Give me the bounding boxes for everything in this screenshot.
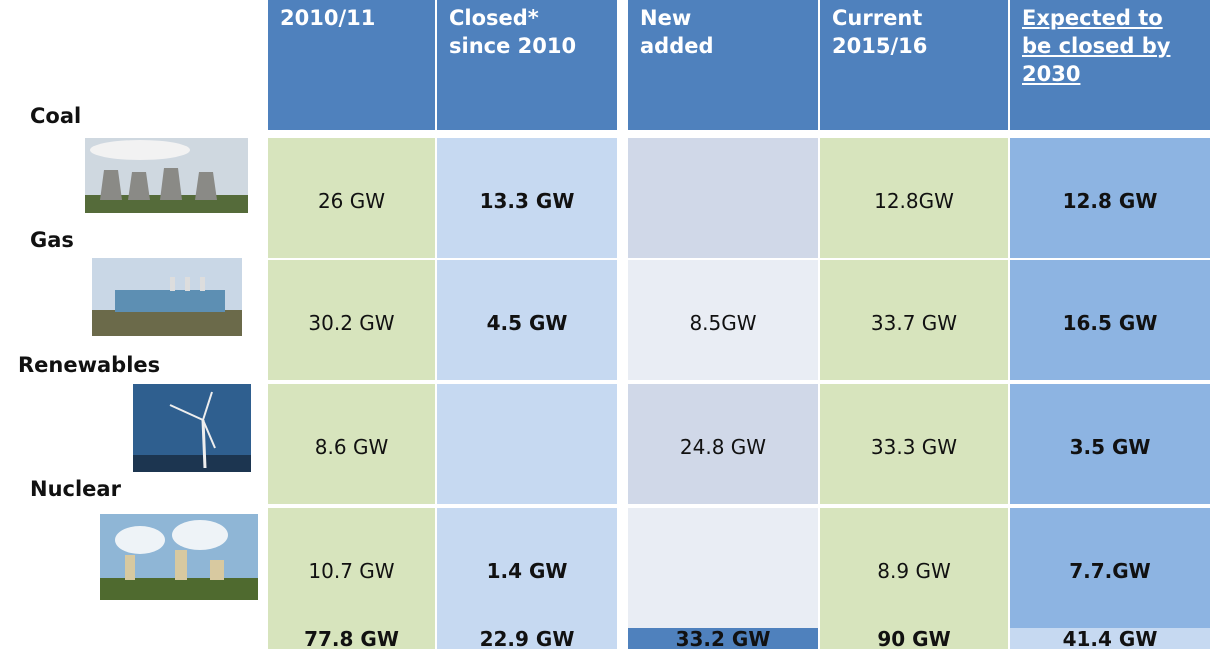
- cell: 8.9 GW: [820, 508, 1008, 628]
- header-line: 2030: [1022, 62, 1081, 86]
- cell: 26 GW: [268, 138, 435, 258]
- wind-image: [133, 384, 251, 472]
- header-line: 2015/16: [832, 34, 928, 58]
- header-cell: Expected to be closed by 2030: [1010, 0, 1210, 130]
- cell: 12.8 GW: [1010, 138, 1210, 258]
- header-line: be closed by: [1022, 34, 1171, 58]
- header-line: since 2010: [449, 34, 577, 58]
- total-cell: 22.9 GW: [437, 627, 617, 651]
- total-cell: 90 GW: [820, 627, 1008, 651]
- total-cell: 41.4 GW: [1010, 627, 1210, 651]
- cell: 3.5 GW: [1010, 384, 1210, 504]
- nuclear-image: [100, 514, 258, 600]
- total-cell: 77.8 GW: [268, 627, 435, 651]
- total-cell: 33.2 GW: [628, 627, 818, 651]
- cell: 8.6 GW: [268, 384, 435, 504]
- cell: [437, 384, 617, 504]
- cell: 1.4 GW: [437, 508, 617, 628]
- gas-image: [92, 258, 242, 336]
- header-line: 2010/11: [280, 6, 376, 30]
- cell: 30.2 GW: [268, 260, 435, 380]
- header-cell: 2010/11: [268, 0, 435, 130]
- cell: 13.3 GW: [437, 138, 617, 258]
- row-label: Gas: [30, 228, 74, 252]
- cell: 33.7 GW: [820, 260, 1008, 380]
- cell: [628, 508, 818, 628]
- cell: 16.5 GW: [1010, 260, 1210, 380]
- cell: 4.5 GW: [437, 260, 617, 380]
- row-label: Renewables: [18, 353, 161, 377]
- cell: 24.8 GW: [628, 384, 818, 504]
- header-cell: Current 2015/16: [820, 0, 1008, 130]
- row-label: Nuclear: [30, 477, 121, 501]
- cell: 10.7 GW: [268, 508, 435, 628]
- cell: 33.3 GW: [820, 384, 1008, 504]
- header-line: Closed*: [449, 6, 539, 30]
- header-line: Current: [832, 6, 923, 30]
- icons: [85, 138, 258, 600]
- header-cell: Closed* since 2010: [437, 0, 617, 130]
- header-line: Expected to: [1022, 6, 1163, 30]
- cell: 12.8GW: [820, 138, 1008, 258]
- header-line: New: [640, 6, 692, 30]
- cell: 7.7.GW: [1010, 508, 1210, 628]
- cell: [628, 138, 818, 258]
- cell: 8.5GW: [628, 260, 818, 380]
- header-line: added: [640, 34, 714, 58]
- row-label: Coal: [30, 104, 82, 128]
- coal-image: [85, 138, 248, 213]
- header-cell: New added: [628, 0, 818, 130]
